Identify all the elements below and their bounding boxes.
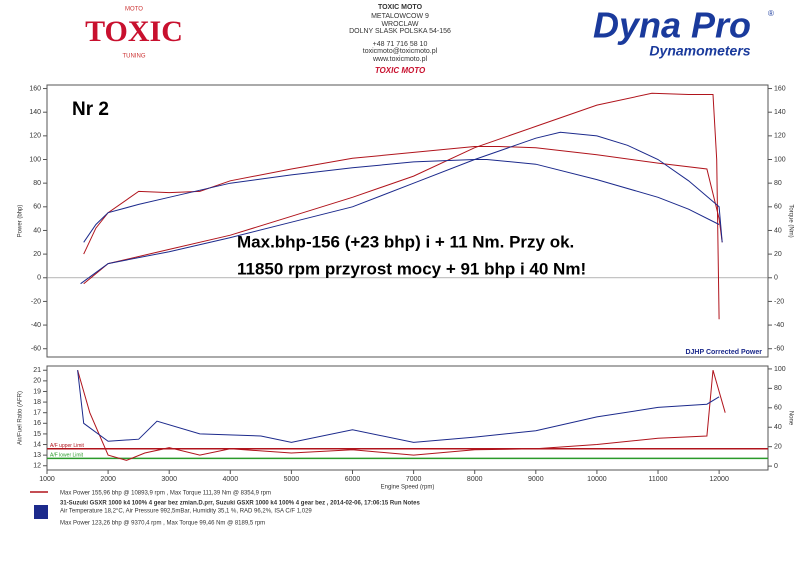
y-tick-label: 100 — [29, 156, 41, 163]
address: DOLNY SLASK POLSKA 54-156 — [349, 28, 451, 35]
x-axis-label: Engine Speed (rpm) — [381, 485, 435, 491]
y-tick-label: -20 — [31, 298, 41, 305]
address: WROCLAW — [381, 21, 418, 28]
y2-tick-label: 20 — [774, 251, 782, 258]
y-tick-label: 20 — [33, 378, 41, 385]
footer-line: Max Power 123,26 bhp @ 9370,4 rpm , Max … — [60, 521, 265, 527]
y-tick-label: 80 — [33, 180, 41, 187]
x-tick-label: 7000 — [406, 476, 422, 483]
y2-tick-label: 80 — [774, 385, 782, 392]
y2-axis-label: None — [787, 411, 793, 426]
plot-frame — [46, 84, 769, 358]
y2-tick-label: 20 — [774, 444, 782, 451]
footer-line: Max Power 155,96 bhp @ 10893,9 rpm , Max… — [60, 491, 271, 497]
logo-top: MOTO — [125, 7, 143, 13]
y-tick-label: 140 — [29, 109, 41, 116]
web: www.toxicmoto.pl — [372, 56, 428, 63]
annotation: Max.bhp-156 (+23 bhp) i + 11 Nm. Przy ok… — [237, 232, 574, 251]
footer-line: Air Temperature 18,2°C, Air Pressure 992… — [60, 509, 312, 515]
x-tick-label: 4000 — [223, 476, 239, 483]
y2-tick-label: 0 — [774, 463, 778, 470]
y-tick-label: 15 — [33, 431, 41, 438]
legend-swatch — [34, 505, 48, 519]
y2-axis-label: Torque (Nm) — [787, 204, 793, 237]
y-tick-label: 160 — [29, 85, 41, 92]
y2-tick-label: 160 — [774, 85, 786, 92]
y-tick-label: 19 — [33, 388, 41, 395]
tagline: TOXIC MOTO — [375, 66, 426, 75]
y2-tick-label: 100 — [774, 156, 786, 163]
plot-frame — [46, 365, 769, 471]
y2-tick-label: -20 — [774, 298, 784, 305]
y-tick-label: 0 — [37, 275, 41, 282]
y2-tick-label: 40 — [774, 424, 782, 431]
y-tick-label: 21 — [33, 367, 41, 374]
x-tick-label: 12000 — [709, 476, 729, 483]
email: toxicmoto@toxicmoto.pl — [363, 48, 438, 55]
y-tick-label: 20 — [33, 251, 41, 258]
x-tick-label: 10000 — [587, 476, 607, 483]
x-tick-label: 3000 — [161, 476, 177, 483]
y-tick-label: 14 — [33, 441, 41, 448]
footer-line: 31-Suzuki GSXR 1000 k4 100% 4 gear bez z… — [60, 501, 420, 507]
series-line — [80, 131, 723, 285]
y2-tick-label: 80 — [774, 180, 782, 187]
y-tick-label: 17 — [33, 410, 41, 417]
phone: +48 71 716 58 10 — [373, 41, 428, 48]
y2-tick-label: 60 — [774, 405, 782, 412]
x-tick-label: 6000 — [345, 476, 361, 483]
company: TOXIC MOTO — [378, 4, 423, 11]
limit-label: A/F lower Limit — [50, 453, 84, 459]
y2-tick-label: -60 — [774, 346, 784, 353]
y2-tick-label: 0 — [774, 275, 778, 282]
x-tick-label: 5000 — [284, 476, 300, 483]
y-tick-label: 18 — [33, 399, 41, 406]
logo-bottom: TUNING — [123, 54, 146, 60]
y-axis-label: Air/Fuel Ratio (AFR) — [18, 391, 24, 445]
y2-tick-label: 100 — [774, 366, 786, 373]
y-tick-label: 12 — [33, 463, 41, 470]
y-tick-label: -40 — [31, 322, 41, 329]
x-tick-label: 9000 — [528, 476, 544, 483]
brand-mark: ® — [768, 9, 774, 18]
y-tick-label: 13 — [33, 452, 41, 459]
address: METALOWCOW 9 — [371, 13, 429, 20]
y-axis-label: Power (bhp) — [18, 205, 24, 238]
y-tick-label: 40 — [33, 227, 41, 234]
series-line — [83, 146, 723, 255]
series-line — [77, 370, 720, 443]
y2-tick-label: 120 — [774, 133, 786, 140]
logo: TOXIC — [85, 15, 183, 48]
y-tick-label: -60 — [31, 346, 41, 353]
x-tick-label: 11000 — [649, 476, 668, 483]
x-tick-label: 8000 — [467, 476, 483, 483]
annotation: DJHP Corrected Power — [685, 349, 762, 356]
series-line — [83, 159, 720, 243]
y2-tick-label: 140 — [774, 109, 786, 116]
limit-label: A/F upper Limit — [50, 443, 85, 449]
annotation: 11850 rpm przyrost mocy + 91 bhp i 40 Nm… — [237, 259, 586, 278]
series-line — [77, 370, 726, 461]
annotation: Nr 2 — [72, 99, 109, 120]
y-tick-label: 16 — [33, 420, 41, 427]
series-line — [83, 92, 720, 320]
x-tick-label: 2000 — [100, 476, 116, 483]
x-tick-label: 1000 — [39, 476, 55, 483]
y2-tick-label: 60 — [774, 204, 782, 211]
y2-tick-label: 40 — [774, 227, 782, 234]
y-tick-label: 120 — [29, 133, 41, 140]
y-tick-label: 60 — [33, 204, 41, 211]
brand: Dyna Pro — [593, 5, 751, 46]
brand-sub: Dynamometers — [649, 43, 750, 59]
y2-tick-label: -40 — [774, 322, 784, 329]
